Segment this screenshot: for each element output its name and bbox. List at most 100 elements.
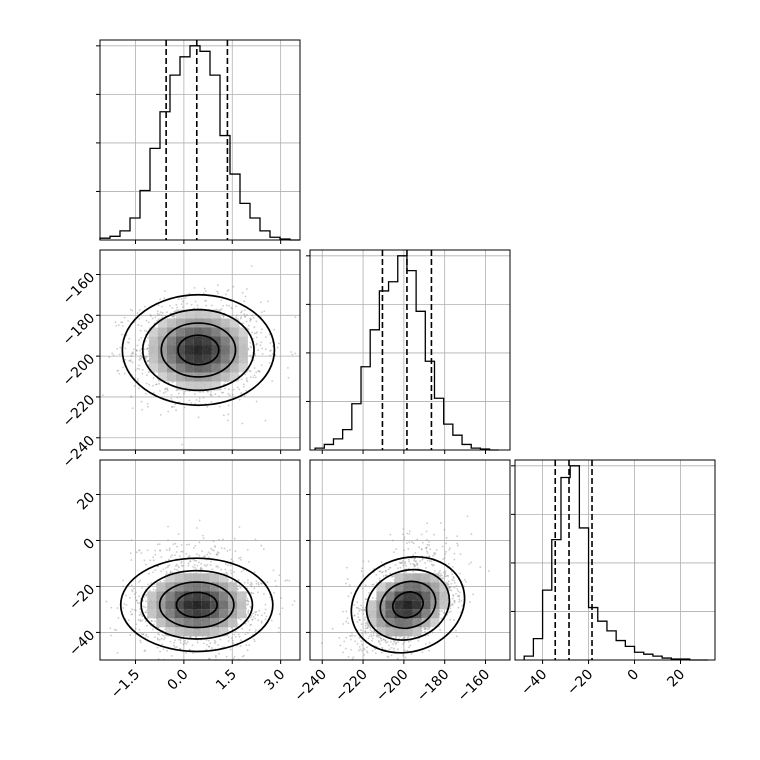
scatter-point bbox=[449, 589, 451, 591]
scatter-point bbox=[208, 645, 211, 648]
density-cell bbox=[220, 345, 230, 355]
scatter-point bbox=[136, 312, 139, 314]
scatter-point bbox=[203, 300, 206, 302]
scatter-point bbox=[251, 618, 254, 621]
scatter-point bbox=[168, 564, 171, 566]
scatter-point bbox=[247, 609, 250, 612]
scatter-point bbox=[234, 550, 237, 553]
scatter-point bbox=[425, 627, 427, 630]
scatter-point bbox=[170, 555, 172, 558]
scatter-point bbox=[374, 665, 376, 667]
scatter-point bbox=[210, 393, 212, 396]
scatter-point bbox=[145, 595, 148, 597]
scatter-point bbox=[177, 565, 180, 568]
scatter-point bbox=[360, 623, 363, 626]
scatter-point bbox=[152, 571, 154, 574]
scatter-point bbox=[345, 620, 348, 623]
scatter-point bbox=[174, 564, 177, 567]
scatter-point bbox=[254, 354, 257, 357]
scatter-point bbox=[162, 638, 165, 641]
scatter-point bbox=[179, 642, 182, 644]
density-cell bbox=[147, 609, 157, 619]
scatter-point bbox=[479, 566, 482, 568]
scatter-point bbox=[428, 641, 431, 644]
scatter-point bbox=[135, 353, 137, 356]
scatter-point bbox=[154, 553, 157, 556]
scatter-point bbox=[249, 606, 252, 609]
scatter-point bbox=[209, 564, 212, 566]
scatter-point bbox=[240, 311, 242, 314]
scatter-point bbox=[320, 642, 323, 644]
scatter-point bbox=[269, 342, 272, 344]
density-cell bbox=[238, 354, 248, 364]
scatter-point bbox=[202, 396, 205, 399]
scatter-point bbox=[239, 317, 242, 320]
scatter-point bbox=[139, 631, 142, 634]
scatter-point bbox=[177, 392, 180, 395]
scatter-point bbox=[271, 380, 274, 383]
scatter-point bbox=[452, 577, 455, 580]
scatter-point bbox=[138, 595, 141, 598]
scatter-point bbox=[245, 644, 248, 646]
scatter-point bbox=[204, 290, 207, 292]
scatter-point bbox=[188, 648, 191, 651]
scatter-point bbox=[255, 331, 258, 334]
scatter-point bbox=[470, 533, 473, 535]
scatter-point bbox=[245, 599, 248, 602]
scatter-point bbox=[264, 608, 267, 611]
scatter-point bbox=[199, 567, 202, 570]
scatter-point bbox=[234, 635, 237, 638]
density-cell bbox=[211, 354, 221, 364]
density-cell bbox=[165, 600, 175, 610]
scatter-point bbox=[139, 641, 142, 644]
density-cell bbox=[193, 345, 203, 355]
scatter-point bbox=[358, 618, 361, 621]
scatter-point bbox=[167, 525, 169, 528]
density-cell bbox=[228, 600, 238, 610]
scatter-point bbox=[263, 612, 266, 615]
scatter-point bbox=[220, 547, 223, 549]
density-cell bbox=[175, 372, 185, 382]
density-cell bbox=[210, 618, 220, 628]
density-cell bbox=[165, 582, 175, 592]
scatter-point bbox=[367, 560, 370, 563]
scatter-point bbox=[130, 584, 133, 587]
scatter-point bbox=[135, 349, 138, 352]
scatter-point bbox=[278, 342, 280, 345]
scatter-point bbox=[363, 608, 366, 611]
scatter-point bbox=[145, 633, 148, 636]
scatter-point bbox=[136, 367, 139, 370]
scatter-point bbox=[210, 304, 213, 307]
scatter-point bbox=[176, 306, 179, 309]
scatter-point bbox=[470, 561, 473, 564]
scatter-point bbox=[242, 383, 245, 386]
scatter-point bbox=[328, 662, 330, 664]
scatter-point bbox=[392, 640, 395, 642]
scatter-point bbox=[406, 542, 408, 545]
scatter-point bbox=[250, 591, 252, 594]
density-cell bbox=[211, 336, 221, 346]
scatter-point bbox=[262, 548, 265, 551]
density-cell bbox=[201, 627, 211, 637]
scatter-point bbox=[224, 568, 227, 571]
scatter-point bbox=[169, 570, 172, 573]
scatter-point bbox=[360, 604, 362, 607]
scatter-point bbox=[362, 560, 365, 563]
scatter-point bbox=[161, 643, 164, 646]
scatter-point bbox=[275, 585, 278, 587]
scatter-point bbox=[358, 645, 361, 648]
scatter-point bbox=[171, 554, 173, 557]
scatter-point bbox=[416, 564, 419, 567]
scatter-point bbox=[402, 642, 405, 645]
scatter-point bbox=[425, 546, 428, 549]
scatter-point bbox=[247, 324, 250, 327]
scatter-point bbox=[395, 548, 398, 551]
scatter-point bbox=[360, 609, 363, 611]
scatter-point bbox=[272, 569, 275, 572]
scatter-point bbox=[273, 328, 276, 331]
scatter-point bbox=[214, 654, 217, 657]
scatter-point bbox=[362, 575, 365, 577]
density-cell bbox=[175, 318, 185, 328]
scatter-point bbox=[384, 574, 387, 577]
scatter-point bbox=[258, 609, 261, 612]
